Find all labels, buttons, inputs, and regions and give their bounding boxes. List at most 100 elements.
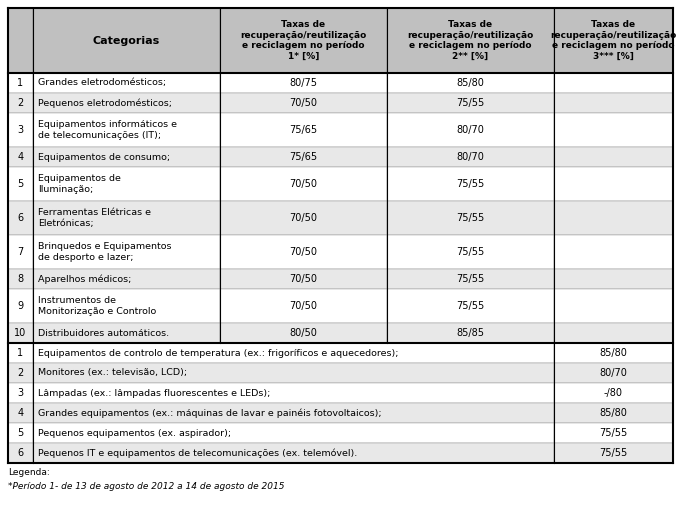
Bar bbox=[8, 423, 33, 443]
Text: Grandes eletrodomésticos;: Grandes eletrodomésticos; bbox=[38, 79, 166, 87]
Bar bbox=[554, 403, 673, 423]
Bar bbox=[8, 235, 33, 269]
Bar bbox=[554, 343, 673, 363]
Text: 85/80: 85/80 bbox=[600, 348, 628, 358]
Text: Equipamentos de controlo de temperatura (ex.: frigoríficos e aquecedores);: Equipamentos de controlo de temperatura … bbox=[38, 348, 398, 357]
Bar bbox=[220, 73, 387, 93]
Bar bbox=[8, 147, 33, 167]
Text: Taxas de
recuperação/reutilização
e reciclagem no período
1* [%]: Taxas de recuperação/reutilização e reci… bbox=[240, 20, 367, 60]
Bar bbox=[33, 201, 220, 235]
Bar bbox=[33, 423, 554, 443]
Bar bbox=[33, 147, 220, 167]
Bar bbox=[33, 363, 554, 383]
Bar bbox=[387, 167, 554, 201]
Bar bbox=[554, 167, 673, 201]
Bar bbox=[33, 269, 220, 289]
Bar bbox=[387, 323, 554, 343]
Text: 4: 4 bbox=[18, 152, 24, 162]
Text: 10: 10 bbox=[14, 328, 27, 338]
Bar bbox=[220, 147, 387, 167]
Bar bbox=[33, 235, 220, 269]
Text: 6: 6 bbox=[18, 448, 24, 458]
Text: 75/55: 75/55 bbox=[599, 428, 628, 438]
Text: Equipamentos de
Iluminação;: Equipamentos de Iluminação; bbox=[38, 174, 121, 194]
Text: 4: 4 bbox=[18, 408, 24, 418]
Text: 70/50: 70/50 bbox=[290, 179, 318, 189]
Bar bbox=[33, 343, 554, 363]
Text: 70/50: 70/50 bbox=[290, 98, 318, 108]
Text: 75/55: 75/55 bbox=[456, 301, 485, 311]
Text: 70/50: 70/50 bbox=[290, 301, 318, 311]
Bar bbox=[554, 423, 673, 443]
Text: 5: 5 bbox=[18, 179, 24, 189]
Text: 7: 7 bbox=[18, 247, 24, 257]
Bar bbox=[33, 167, 220, 201]
Text: 75/65: 75/65 bbox=[290, 125, 318, 135]
Text: Taxas de
recuperação/reutilização
e reciclagem no período
3*** [%]: Taxas de recuperação/reutilização e reci… bbox=[550, 20, 677, 60]
Bar bbox=[220, 113, 387, 147]
Bar bbox=[220, 289, 387, 323]
Bar bbox=[554, 289, 673, 323]
Text: 75/55: 75/55 bbox=[456, 179, 485, 189]
Text: 85/85: 85/85 bbox=[456, 328, 484, 338]
Bar bbox=[387, 113, 554, 147]
Bar bbox=[8, 343, 33, 363]
Text: 80/70: 80/70 bbox=[600, 368, 628, 378]
Text: 9: 9 bbox=[18, 301, 24, 311]
Text: Monitores (ex.: televisão, LCD);: Monitores (ex.: televisão, LCD); bbox=[38, 369, 187, 377]
Bar bbox=[220, 201, 387, 235]
Bar bbox=[554, 323, 673, 343]
Text: 5: 5 bbox=[18, 428, 24, 438]
Bar bbox=[554, 93, 673, 113]
Text: Equipamentos informáticos e
de telecomunicações (IT);: Equipamentos informáticos e de telecomun… bbox=[38, 120, 177, 140]
Bar bbox=[554, 383, 673, 403]
Text: 70/50: 70/50 bbox=[290, 274, 318, 284]
Text: Ferramentas Elétricas e
Eletrónicas;: Ferramentas Elétricas e Eletrónicas; bbox=[38, 208, 151, 227]
Bar bbox=[554, 363, 673, 383]
Bar bbox=[387, 147, 554, 167]
Bar bbox=[220, 323, 387, 343]
Text: Pequenos equipamentos (ex. aspirador);: Pequenos equipamentos (ex. aspirador); bbox=[38, 429, 231, 437]
Bar bbox=[8, 403, 33, 423]
Bar bbox=[8, 443, 33, 463]
Text: 75/55: 75/55 bbox=[456, 274, 485, 284]
Text: 80/50: 80/50 bbox=[290, 328, 318, 338]
Text: 70/50: 70/50 bbox=[290, 213, 318, 223]
Bar bbox=[554, 235, 673, 269]
Bar bbox=[8, 383, 33, 403]
Text: 2: 2 bbox=[18, 368, 24, 378]
Bar bbox=[554, 269, 673, 289]
Bar bbox=[387, 8, 554, 73]
Text: Equipamentos de consumo;: Equipamentos de consumo; bbox=[38, 153, 170, 161]
Bar bbox=[8, 269, 33, 289]
Text: Distribuidores automáticos.: Distribuidores automáticos. bbox=[38, 328, 169, 338]
Bar bbox=[387, 201, 554, 235]
Text: 80/70: 80/70 bbox=[456, 125, 484, 135]
Text: 1: 1 bbox=[18, 78, 24, 88]
Text: -/80: -/80 bbox=[604, 388, 623, 398]
Bar bbox=[554, 113, 673, 147]
Text: 75/65: 75/65 bbox=[290, 152, 318, 162]
Bar bbox=[33, 93, 220, 113]
Text: 75/55: 75/55 bbox=[456, 247, 485, 257]
Bar bbox=[33, 289, 220, 323]
Bar bbox=[33, 73, 220, 93]
Text: Instrumentos de
Monitorização e Controlo: Instrumentos de Monitorização e Controlo bbox=[38, 296, 156, 316]
Text: 75/55: 75/55 bbox=[456, 213, 485, 223]
Bar bbox=[554, 147, 673, 167]
Text: Taxas de
recuperação/reutilização
e reciclagem no período
2** [%]: Taxas de recuperação/reutilização e reci… bbox=[407, 20, 534, 60]
Bar bbox=[33, 8, 220, 73]
Bar bbox=[8, 201, 33, 235]
Text: 85/80: 85/80 bbox=[456, 78, 484, 88]
Bar bbox=[8, 93, 33, 113]
Bar bbox=[554, 73, 673, 93]
Bar bbox=[387, 93, 554, 113]
Bar bbox=[387, 235, 554, 269]
Text: 3: 3 bbox=[18, 125, 24, 135]
Bar bbox=[220, 93, 387, 113]
Text: *Período 1- de 13 de agosto de 2012 a 14 de agosto de 2015: *Período 1- de 13 de agosto de 2012 a 14… bbox=[8, 482, 284, 491]
Bar bbox=[8, 323, 33, 343]
Text: 6: 6 bbox=[18, 213, 24, 223]
Text: 80/70: 80/70 bbox=[456, 152, 484, 162]
Text: Categorias: Categorias bbox=[93, 36, 160, 45]
